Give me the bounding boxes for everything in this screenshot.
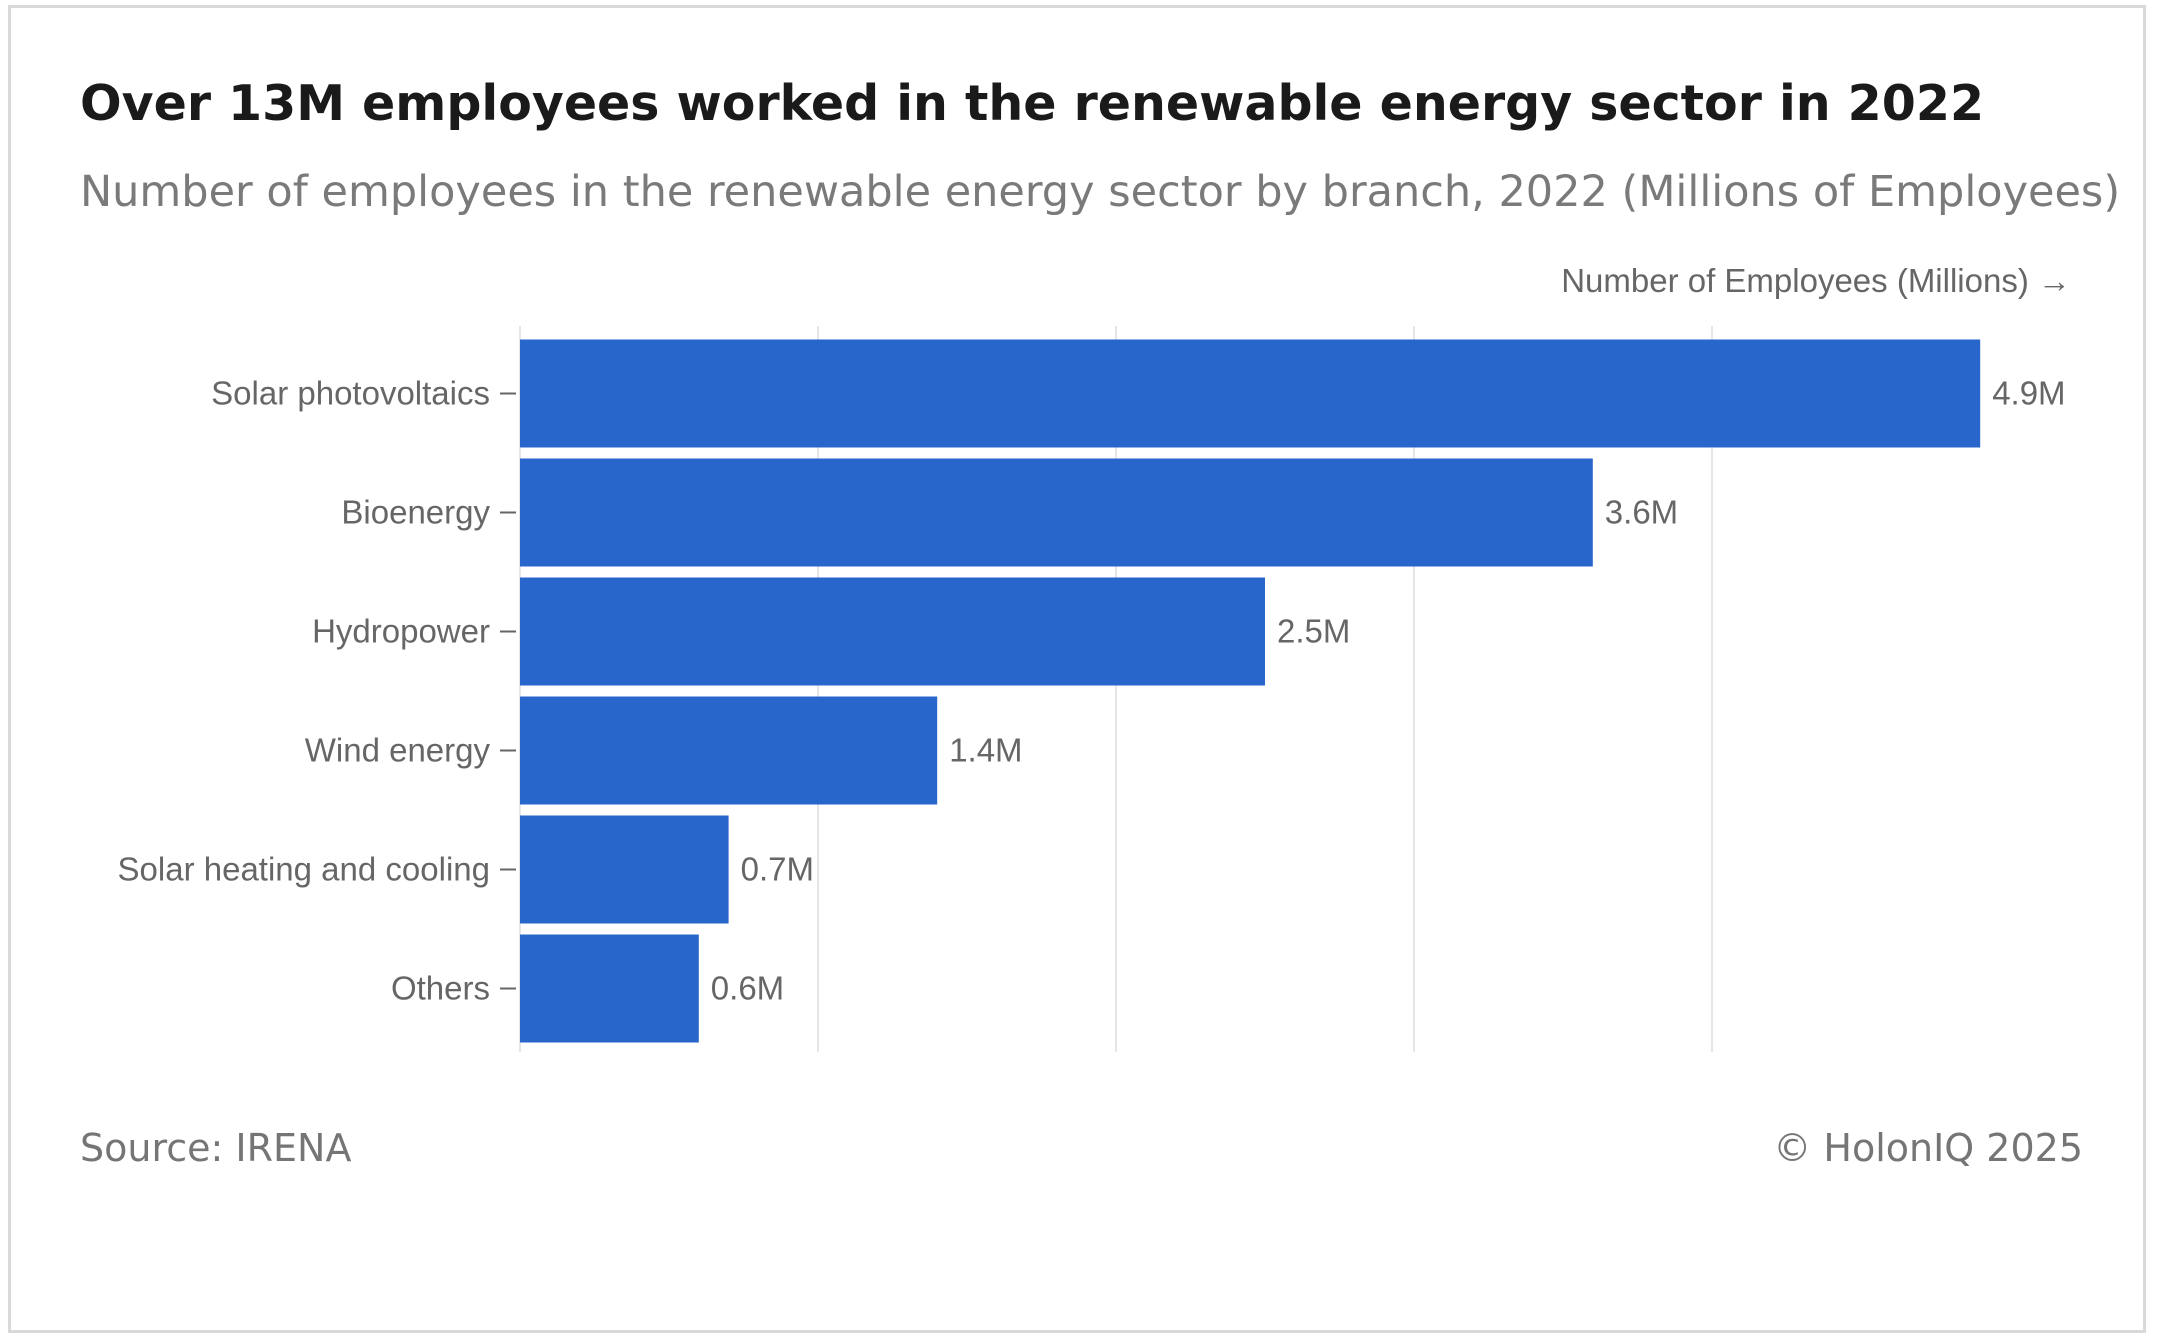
bar xyxy=(520,815,729,924)
bars xyxy=(520,339,1981,1043)
chart-title: Over 13M employees worked in the renewab… xyxy=(80,75,1985,132)
value-label: 3.6M xyxy=(1605,494,1678,531)
bar xyxy=(520,934,699,1043)
value-label: 2.5M xyxy=(1277,613,1350,650)
bar xyxy=(520,696,938,805)
category-label: Wind energy xyxy=(305,732,491,769)
value-label: 1.4M xyxy=(949,732,1022,769)
source-note: Source: IRENA xyxy=(80,1126,352,1170)
bar xyxy=(520,339,1981,448)
chart-subtitle: Number of employees in the renewable ene… xyxy=(80,167,2121,217)
bar xyxy=(520,577,1265,686)
category-label: Solar photovoltaics xyxy=(211,375,490,412)
category-labels: Solar photovoltaics Bioenergy Hydropower Wi… xyxy=(118,375,516,1007)
value-labels: 4.9M 3.6M 2.5M 1.4M 0.7M 0.6M xyxy=(711,375,2066,1007)
x-axis-label: Number of Employees (Millions) → xyxy=(1561,262,2071,299)
value-label: 4.9M xyxy=(1992,375,2065,412)
category-label: Solar heating and cooling xyxy=(118,851,490,888)
category-label: Hydropower xyxy=(312,613,490,650)
category-label: Others xyxy=(391,970,490,1007)
copyright-note: © HolonIQ 2025 xyxy=(1773,1126,2083,1170)
category-label: Bioenergy xyxy=(341,494,490,531)
bar xyxy=(520,458,1593,567)
value-label: 0.7M xyxy=(741,851,814,888)
value-label: 0.6M xyxy=(711,970,784,1007)
